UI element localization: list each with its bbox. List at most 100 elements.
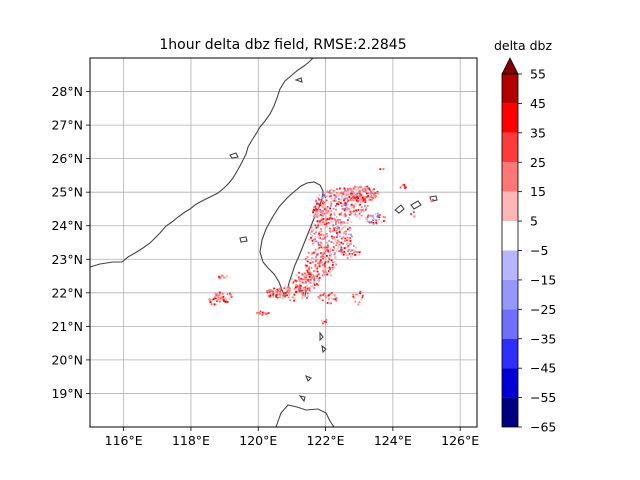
echo-pixel bbox=[346, 254, 348, 256]
echo-pixel bbox=[261, 311, 264, 314]
echo-pixel bbox=[315, 226, 318, 229]
echo-pixel bbox=[295, 274, 298, 277]
echo-pixel bbox=[320, 242, 323, 245]
echo-pixel bbox=[338, 213, 341, 216]
echo-pixel bbox=[259, 310, 262, 313]
echo-pixel bbox=[352, 293, 355, 296]
echo-pixel bbox=[318, 260, 321, 263]
echo-pixel bbox=[336, 219, 338, 222]
echo-pixel bbox=[348, 209, 351, 212]
echo-pixel bbox=[384, 216, 386, 219]
echo-pixel bbox=[318, 297, 321, 300]
echo-pixel bbox=[316, 202, 318, 205]
echo-pixel bbox=[332, 191, 334, 194]
echo-pixel bbox=[316, 270, 319, 273]
echo-pixel bbox=[315, 212, 318, 215]
echo-pixel bbox=[350, 192, 353, 195]
echo-pixel bbox=[347, 248, 350, 251]
echo-pixel bbox=[322, 234, 325, 237]
echo-pixel bbox=[321, 205, 324, 208]
echo-pixel bbox=[313, 223, 316, 226]
echo-pixel bbox=[333, 266, 336, 269]
echo-pixel bbox=[329, 227, 331, 230]
echo-pixel bbox=[323, 235, 326, 238]
echo-pixel bbox=[308, 238, 311, 241]
echo-pixel bbox=[285, 287, 288, 290]
echo-pixel bbox=[326, 244, 329, 247]
echo-pixel bbox=[337, 227, 340, 230]
lat-tick-label: 26°N bbox=[51, 151, 83, 166]
echo-pixel bbox=[328, 258, 331, 261]
echo-pixel bbox=[298, 271, 301, 274]
echo-pixel bbox=[333, 211, 335, 214]
echo-pixel bbox=[310, 266, 313, 269]
echo-pixel bbox=[309, 262, 312, 264]
echo-pixel bbox=[364, 201, 367, 203]
island-coast bbox=[321, 344, 327, 354]
echo-pixel bbox=[350, 212, 352, 215]
echo-pixel bbox=[305, 281, 307, 284]
echo-pixel bbox=[327, 294, 330, 296]
echo-pixel bbox=[264, 312, 267, 315]
echo-pixel bbox=[358, 204, 360, 207]
echo-pixel bbox=[375, 219, 378, 222]
lat-tick-label: 24°N bbox=[51, 218, 83, 233]
echo-pixel bbox=[314, 265, 317, 268]
echo-pixel bbox=[322, 264, 324, 266]
echo-pixel bbox=[345, 202, 348, 205]
colorbar-bin bbox=[502, 397, 518, 427]
colorbar-tick-label: 55 bbox=[530, 67, 546, 82]
echo-pixel bbox=[266, 290, 268, 293]
echo-pixel bbox=[326, 210, 329, 212]
echo-pixel bbox=[326, 273, 329, 276]
echo-pixel bbox=[324, 221, 326, 224]
echo-pixel bbox=[366, 185, 369, 188]
echo-pixel bbox=[307, 279, 310, 281]
echo-pixel bbox=[359, 186, 362, 188]
echo-pixel bbox=[323, 212, 326, 215]
echo-pixel bbox=[283, 296, 285, 299]
echo-pixel bbox=[322, 237, 324, 240]
colorbar-bin bbox=[502, 221, 518, 251]
echo-pixel bbox=[333, 194, 336, 197]
echo-pixel bbox=[431, 199, 434, 201]
echo-pixel bbox=[312, 211, 314, 214]
echo-pixel bbox=[335, 203, 338, 205]
echo-pixel bbox=[356, 196, 358, 198]
echo-pixel bbox=[330, 200, 332, 203]
echo-pixel bbox=[309, 233, 312, 236]
echo-pixel bbox=[342, 236, 345, 239]
echo-pixel bbox=[328, 257, 330, 260]
echo-pixel bbox=[369, 192, 371, 195]
echo-pixel bbox=[319, 244, 322, 247]
colorbar-tick-label: −35 bbox=[530, 331, 556, 346]
echo-pixel bbox=[355, 209, 358, 212]
echo-pixel bbox=[355, 194, 358, 196]
echo-pixel bbox=[340, 221, 343, 224]
echo-pixel bbox=[320, 253, 323, 255]
echo-pixel bbox=[297, 289, 300, 292]
echo-pixel bbox=[358, 301, 361, 303]
echo-pixel bbox=[357, 188, 360, 191]
echo-pixel bbox=[328, 266, 331, 269]
echo-pixel bbox=[291, 296, 294, 299]
echo-pixel bbox=[318, 234, 321, 237]
echo-pixel bbox=[317, 284, 320, 287]
echo-pixel bbox=[357, 186, 360, 189]
echo-pixel bbox=[310, 229, 313, 232]
echo-pixel bbox=[320, 238, 323, 240]
echo-pixel bbox=[323, 196, 326, 199]
echo-pixel bbox=[305, 279, 307, 282]
echo-pixel bbox=[213, 303, 216, 306]
echo-pixel bbox=[378, 218, 381, 221]
echo-pixel bbox=[333, 248, 335, 251]
echo-pixel bbox=[326, 242, 329, 244]
echo-pixel bbox=[335, 263, 338, 266]
echo-pixel bbox=[266, 291, 269, 294]
echo-pixel bbox=[353, 297, 356, 299]
echo-pixel bbox=[344, 233, 347, 235]
echo-pixel bbox=[329, 230, 332, 233]
echo-pixel bbox=[353, 214, 356, 216]
echo-pixel bbox=[313, 215, 315, 218]
echo-pixel bbox=[304, 286, 307, 289]
